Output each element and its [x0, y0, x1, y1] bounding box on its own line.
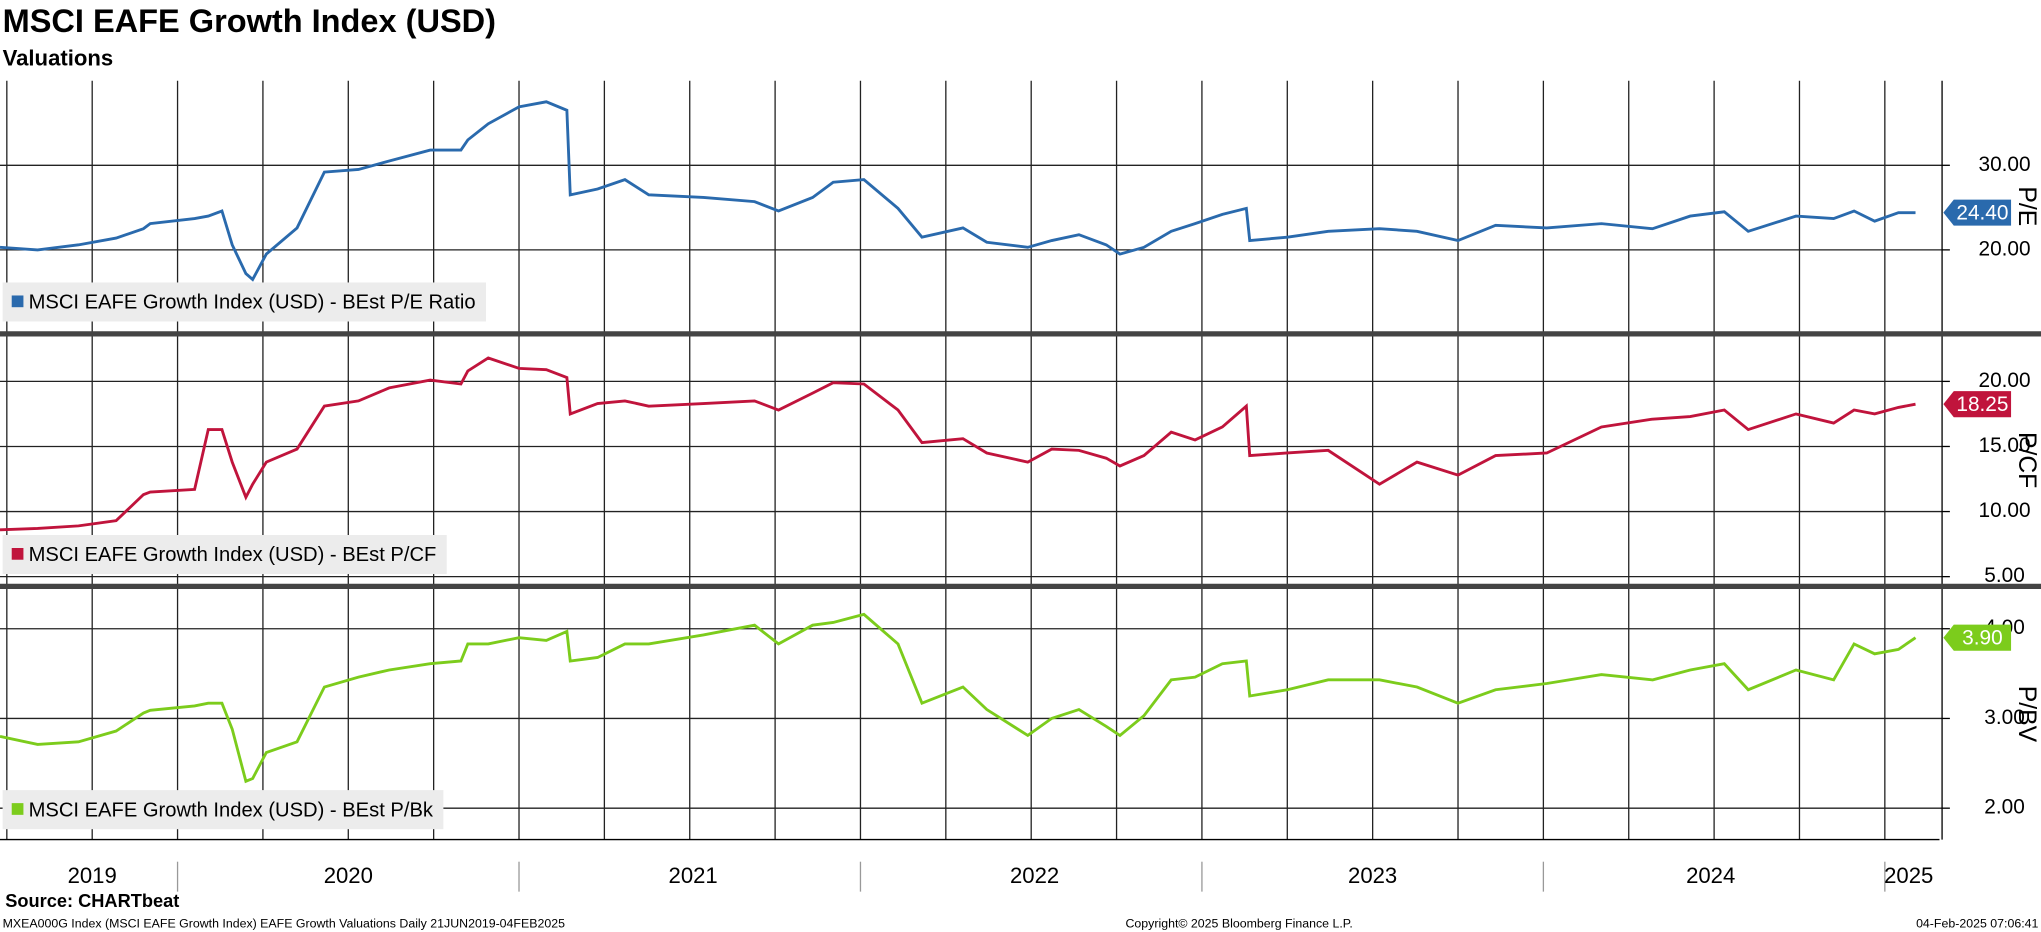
legend-swatch	[11, 803, 24, 815]
y-tick-label: 20.00	[1979, 237, 2031, 260]
footer-center: Copyright© 2025 Bloomberg Finance L.P.	[1125, 916, 1352, 930]
x-tick-label: 2020	[324, 863, 373, 888]
y-axis-label: P/BV	[2013, 686, 2040, 743]
series-line	[0, 356, 1916, 532]
chart-subtitle: Valuations	[3, 46, 114, 71]
y-tick-label: 20.00	[1979, 369, 2031, 392]
series-line	[0, 612, 1917, 784]
chart-title: MSCI EAFE Growth Index (USD)	[3, 3, 496, 39]
x-tick-label: 2022	[1010, 863, 1059, 888]
y-tick-label: 3.00	[1984, 706, 2025, 729]
x-tick-label: 2025	[1884, 863, 1933, 888]
legend: MSCI EAFE Growth Index (USD) - BEst P/E …	[2, 282, 486, 322]
x-tick-label: 2019	[68, 863, 117, 888]
last-value-label: 18.25	[1956, 393, 2008, 416]
legend: MSCI EAFE Growth Index (USD) - BEst P/Bk	[2, 790, 444, 830]
x-tick-label: 2021	[669, 863, 718, 888]
y-axis-label: P/CF	[2013, 432, 2040, 488]
legend-label: MSCI EAFE Growth Index (USD) - BEst P/E …	[29, 292, 476, 314]
y-tick-label: 10.00	[1979, 499, 2031, 522]
footer-left: MXEA000G Index (MSCI EAFE Growth Index) …	[3, 916, 565, 930]
last-value-label: 24.40	[1956, 201, 2008, 224]
series-line	[0, 100, 1916, 282]
last-value-tag	[1943, 199, 2012, 226]
legend: MSCI EAFE Growth Index (USD) - BEst P/CF	[2, 534, 447, 575]
footer-right: 04-Feb-2025 07:06:41	[1916, 916, 2038, 930]
last-value-tag	[1943, 391, 2012, 418]
last-value-tag	[1943, 624, 2012, 651]
y-tick-label: 5.00	[1984, 564, 2025, 587]
y-axis-label: P/E	[2013, 186, 2040, 226]
legend-swatch	[11, 548, 24, 560]
source: Source: CHARTbeat	[5, 891, 179, 911]
x-tick-label: 2024	[1686, 863, 1735, 888]
y-tick-label: 15.00	[1979, 434, 2031, 457]
legend-box	[2, 282, 486, 322]
y-tick-label: 2.00	[1984, 796, 2025, 819]
legend-swatch	[11, 295, 24, 308]
x-tick-label: 2023	[1348, 863, 1397, 888]
legend-label: MSCI EAFE Growth Index (USD) - BEst P/Bk	[29, 799, 434, 821]
legend-box	[2, 790, 444, 830]
legend-label: MSCI EAFE Growth Index (USD) - BEst P/CF	[29, 544, 437, 566]
y-tick-label: 30.00	[1979, 153, 2031, 176]
last-value-label: 3.90	[1962, 627, 2003, 650]
legend-box	[2, 534, 447, 575]
